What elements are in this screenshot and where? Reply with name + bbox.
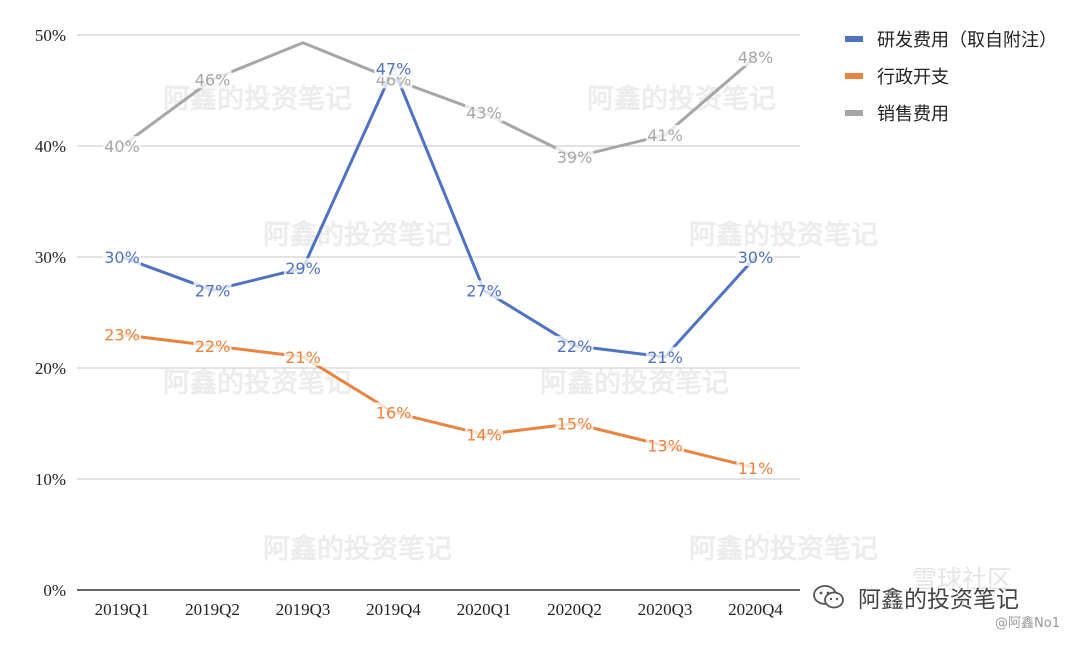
legend-item-sales: 销售费用 [845,94,1057,131]
data-label-bg [193,335,232,355]
watermark-text: 阿鑫的投资笔记 [689,219,878,251]
watermark-text: 阿鑫的投资笔记 [263,219,452,251]
data-label: 11% [738,459,774,478]
data-label: 27% [195,281,231,300]
x-tick-label: 2020Q1 [457,600,512,619]
watermark-text: 阿鑫的投资笔记 [263,533,452,565]
watermark-text: 阿鑫的投资笔记 [163,83,352,115]
x-tick-label: 2019Q1 [95,600,150,619]
data-label-bg [646,346,684,366]
x-tick-label: 2020Q4 [728,600,783,619]
x-tick-label: 2020Q2 [547,600,602,619]
data-label: 40% [104,137,140,156]
legend: 研发费用（取自附注） 行政开支 销售费用 [845,20,1057,131]
data-label: 13% [647,437,683,456]
watermark-text: 阿鑫的投资笔记 [540,367,729,399]
data-label-bg [465,280,503,300]
data-label: 27% [466,281,502,300]
data-label: 22% [195,337,231,356]
data-label: 30% [738,248,774,267]
legend-swatch-rd [845,35,863,42]
data-label: 41% [647,126,683,145]
x-tick-label: 2019Q2 [185,600,240,619]
data-label: 16% [376,403,412,422]
legend-label-sales: 销售费用 [877,103,949,125]
data-label: 43% [466,104,502,123]
legend-swatch-admin [845,72,863,79]
data-label: 21% [647,348,683,367]
data-label-bg [555,413,594,433]
legend-item-admin: 行政开支 [845,57,1057,94]
data-label-bg [555,335,594,355]
data-label-bg [374,402,413,422]
data-label-bg [103,247,141,266]
grid-lines [77,34,800,591]
data-label-bg [465,424,503,444]
data-label-bg [284,258,322,278]
y-tick-label: 0% [43,581,66,600]
x-tick-label: 2019Q3 [276,600,331,619]
data-label: 30% [104,248,140,267]
y-tick-label: 40% [35,137,66,156]
y-axis-ticks: 0% 10% 20% 30% 40% 50% [35,26,66,600]
data-label: 48% [738,48,774,67]
data-label-bg [193,69,232,89]
data-label-bg [103,324,141,344]
data-label-bg [374,58,413,78]
data-label-bg [736,247,775,266]
brand-name: 阿鑫的投资笔记 [858,587,1019,613]
y-tick-label: 20% [35,359,66,378]
brand-signature: 阿鑫的投资笔记 [812,580,1019,614]
data-label-bg [736,47,775,67]
data-label-bg [736,457,775,477]
data-label-bg [284,346,322,366]
watermark-text: 阿鑫的投资笔记 [163,367,352,399]
legend-label-rd: 研发费用（取自附注） [877,29,1057,51]
data-label-bg [465,102,503,122]
brand-handle: @阿鑫No1 [995,616,1060,631]
wechat-icon [813,585,844,609]
legend-label-admin: 行政开支 [877,66,949,88]
y-tick-label: 50% [35,26,66,45]
data-label: 15% [557,415,593,434]
watermark-text: 阿鑫的投资笔记 [689,533,878,565]
data-label-bg [193,280,232,300]
legend-swatch-sales [845,109,863,116]
data-label: 39% [557,148,593,167]
data-label-bg [555,147,594,167]
corner-watermark: 雪球社区 [912,565,1013,594]
x-tick-label: 2019Q4 [366,600,421,619]
y-tick-label: 10% [35,470,66,489]
data-label: 22% [557,337,593,356]
data-label: 23% [104,326,140,345]
data-label: 47% [376,59,412,78]
data-label: 14% [466,426,502,445]
watermark-text: 阿鑫的投资笔记 [587,83,776,115]
legend-item-rd: 研发费用（取自附注） [845,20,1057,57]
data-labels: 40%46% 46%43%39%41%48%23%22%21%16%14%15%1… [103,47,775,478]
data-label: 21% [285,348,321,367]
x-tick-label: 2020Q3 [638,600,693,619]
data-label: 46% [195,70,231,89]
x-axis-ticks: 2019Q1 2019Q2 2019Q3 2019Q4 2020Q1 2020Q2 2020… [95,600,784,619]
data-label-bg [103,136,141,155]
y-tick-label: 30% [35,248,66,267]
data-label: 29% [285,259,321,278]
data-label-bg [646,124,684,144]
data-label-bg [646,435,684,455]
